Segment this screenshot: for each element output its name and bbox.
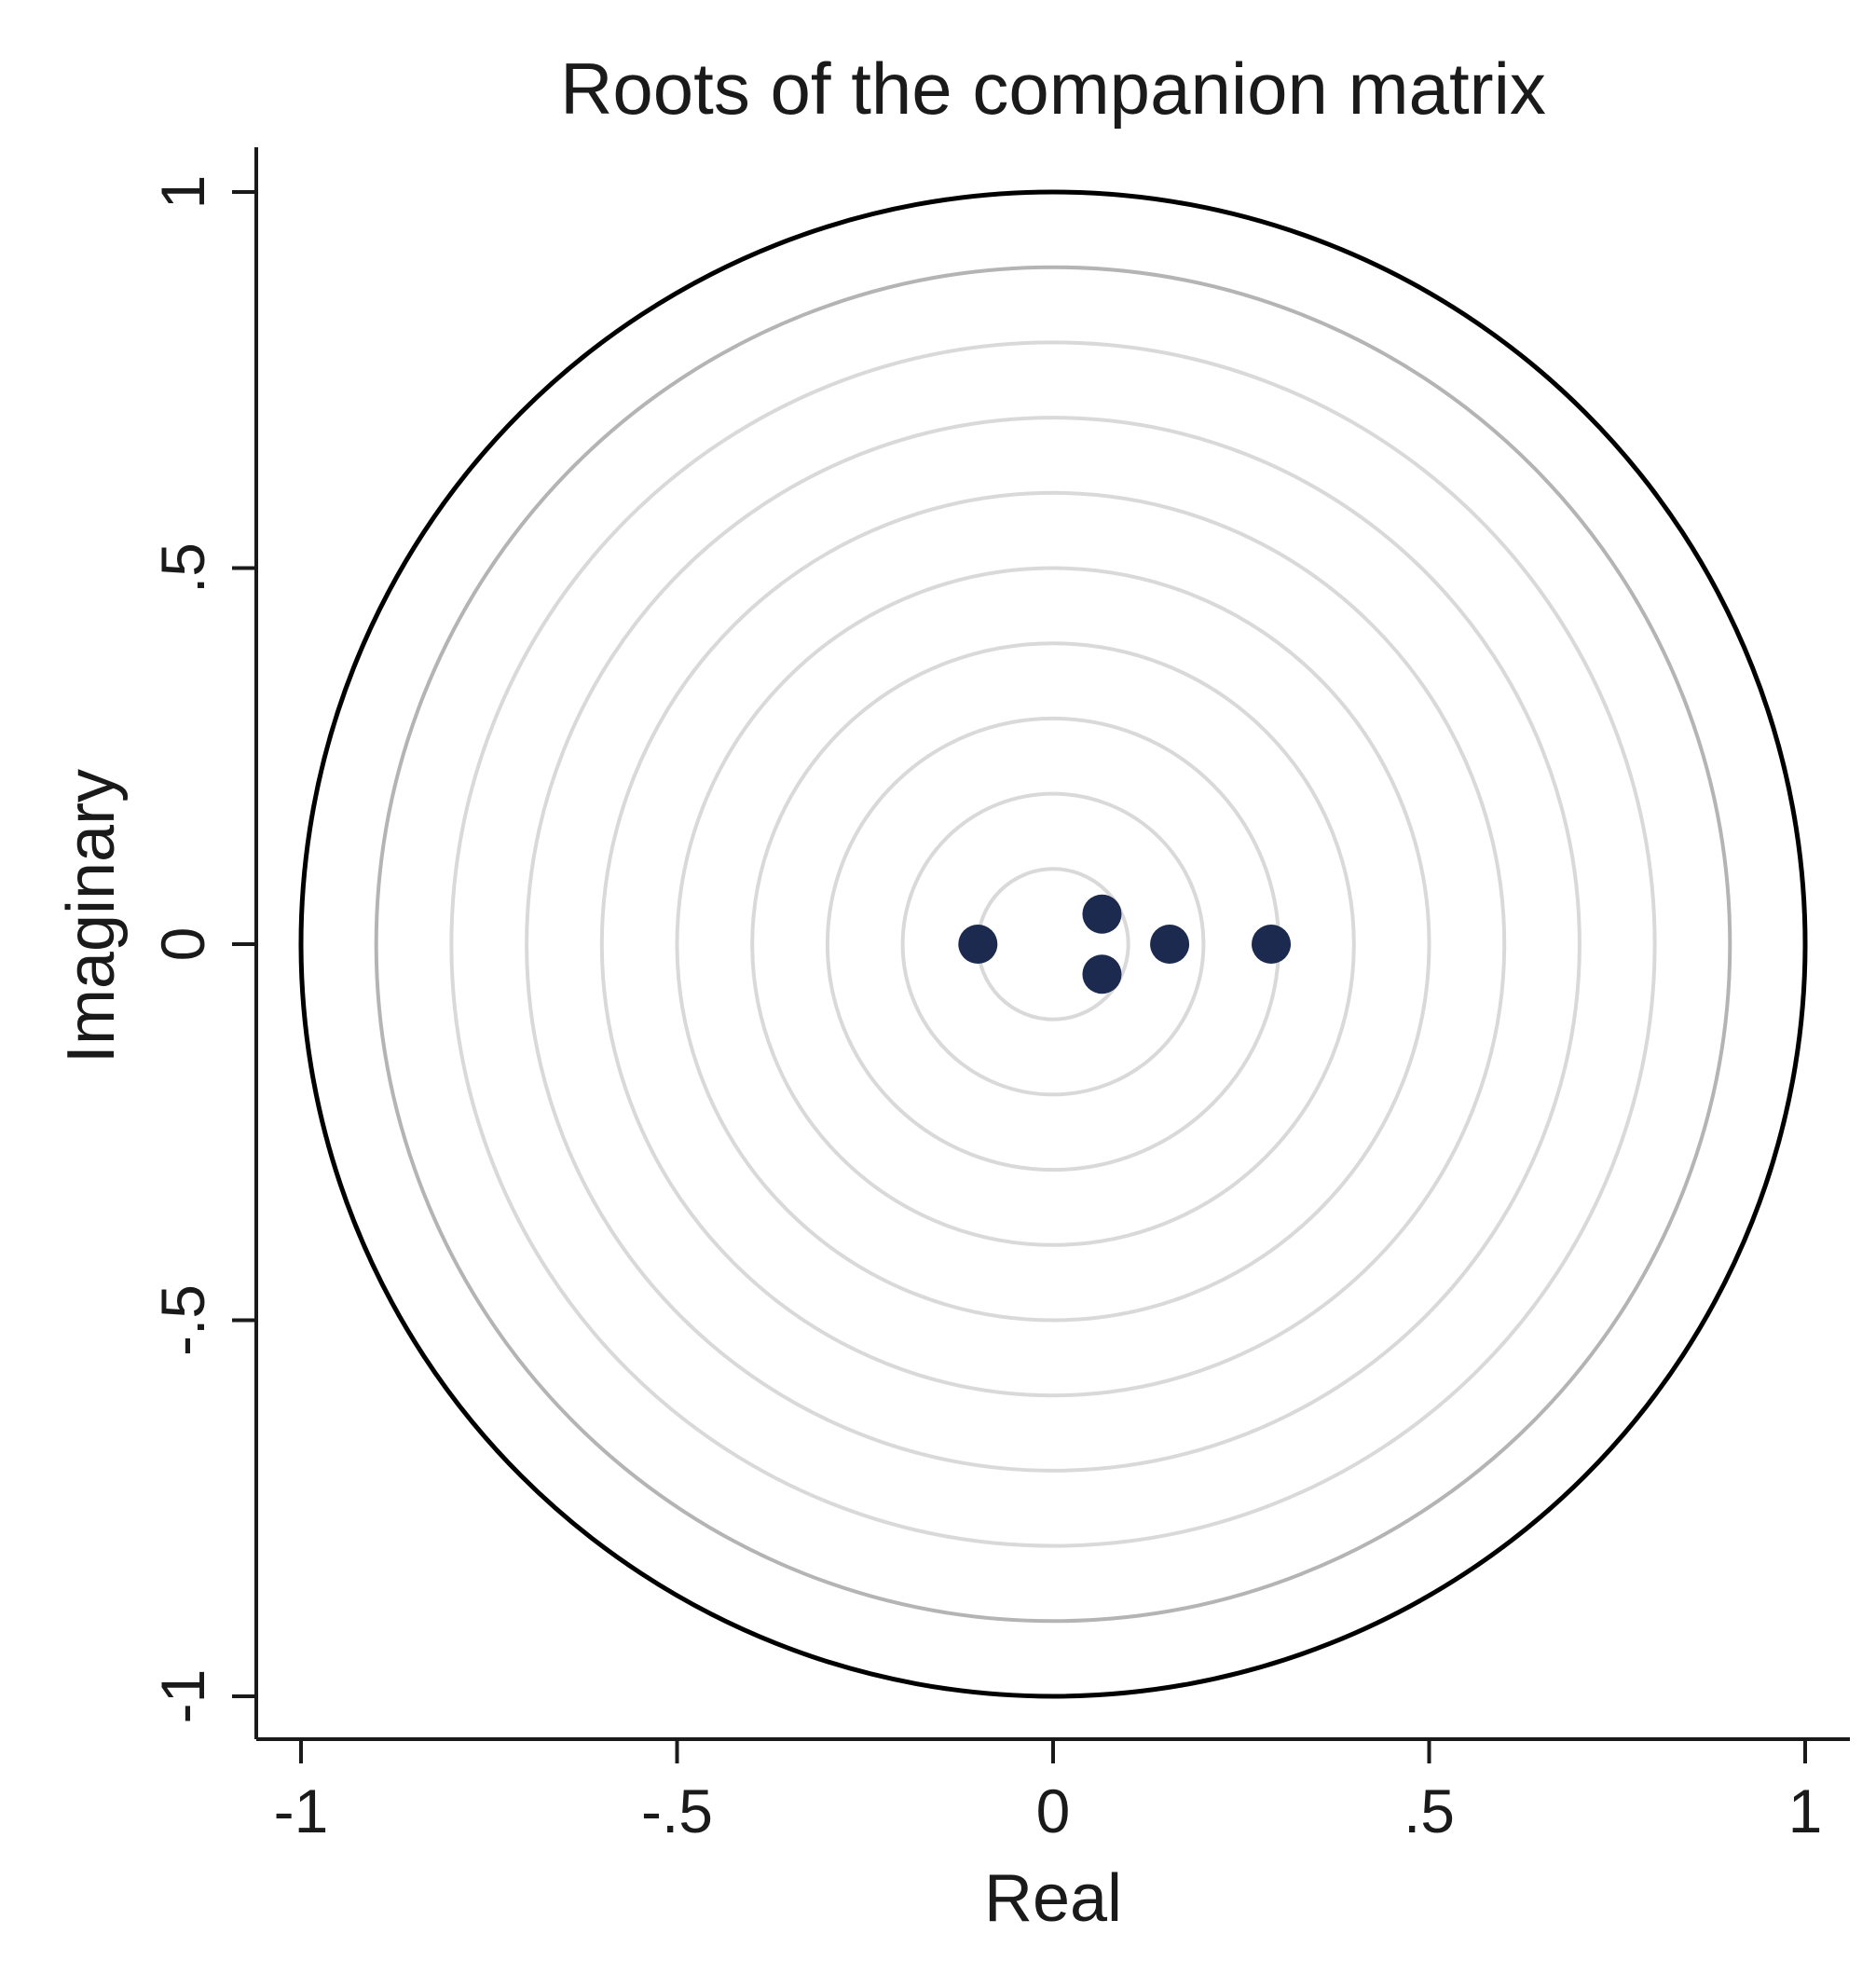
y-tick-label: -1 [148, 1669, 217, 1724]
y-tick-label: .5 [148, 542, 217, 594]
y-tick-label: 1 [148, 175, 217, 210]
root-point [1150, 925, 1190, 964]
circles-layer [298, 189, 1808, 1699]
root-point [958, 925, 998, 964]
y-tick-label: 0 [148, 927, 217, 962]
reference-circle [374, 265, 1732, 1624]
x-tick-label: -1 [274, 1776, 329, 1845]
points-layer [958, 894, 1292, 994]
x-axis-label: Real [984, 1861, 1122, 1936]
x-tick-label: 0 [1036, 1776, 1071, 1845]
reference-circle [750, 641, 1356, 1247]
reference-circle [599, 490, 1507, 1398]
reference-circle [675, 566, 1431, 1323]
ticks-layer: -1 -.5 0 .5 1 -1 -.5 0 .5 1 [148, 175, 1822, 1845]
x-tick-label: -.5 [641, 1776, 713, 1845]
x-tick-label: .5 [1404, 1776, 1455, 1845]
reference-circle [900, 791, 1206, 1097]
root-point [1082, 954, 1122, 994]
reference-circle [449, 340, 1657, 1548]
y-axis-label: Imaginary [54, 769, 129, 1063]
reference-circle [525, 416, 1582, 1473]
root-point [1082, 894, 1122, 934]
chart-title: Roots of the companion matrix [560, 48, 1546, 130]
root-point [1252, 925, 1292, 964]
y-tick-label: -.5 [148, 1284, 217, 1356]
x-tick-label: 1 [1788, 1776, 1823, 1845]
unit-circle [298, 189, 1808, 1699]
